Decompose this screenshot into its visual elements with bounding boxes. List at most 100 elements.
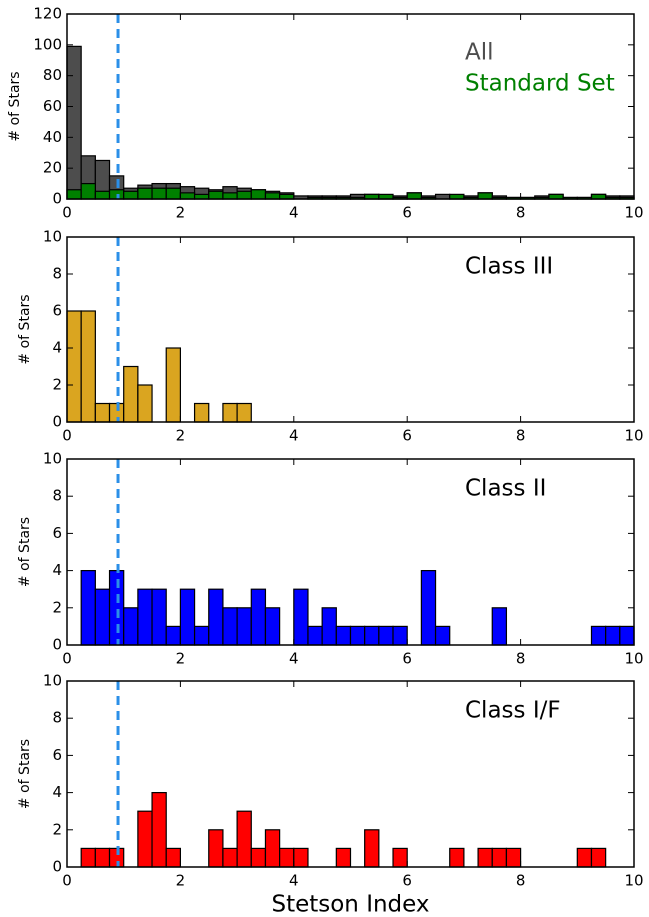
y-axis-label: # of Stars — [7, 71, 23, 141]
x-tick-label: 8 — [516, 872, 526, 890]
x-tick-label: 6 — [402, 650, 412, 668]
bar — [222, 192, 238, 200]
bar — [222, 847, 238, 868]
bar — [406, 192, 422, 200]
x-tick-label: 2 — [176, 427, 186, 445]
y-tick-label: 0 — [52, 636, 62, 654]
panel-title: Class II — [465, 476, 546, 502]
bar — [279, 847, 295, 868]
bar — [434, 625, 451, 646]
bar — [137, 384, 153, 423]
bar — [151, 791, 167, 868]
x-tick-label: 2 — [176, 204, 186, 222]
bar — [80, 310, 96, 423]
bar — [590, 847, 607, 868]
bar — [236, 402, 252, 423]
bar — [179, 588, 196, 646]
bar — [151, 187, 167, 200]
bar — [449, 847, 465, 868]
y-tick-label: 10 — [43, 228, 62, 246]
y-tick-label: 60 — [43, 97, 62, 115]
bar — [151, 588, 167, 646]
x-tick-label: 8 — [516, 427, 526, 445]
bar — [293, 588, 309, 646]
plot-frame — [66, 680, 635, 868]
bar — [123, 190, 139, 200]
bar — [208, 190, 224, 200]
bar — [477, 192, 493, 200]
y-tick-label: 8 — [52, 709, 62, 727]
bar — [123, 365, 139, 423]
bar — [264, 829, 281, 868]
x-tick-label: 6 — [402, 872, 412, 890]
legend-entry: All — [465, 40, 494, 66]
bar — [364, 829, 380, 868]
bar — [378, 625, 394, 646]
y-tick-label: 0 — [52, 413, 62, 431]
panel-title: Class III — [465, 254, 553, 280]
bar — [420, 569, 437, 646]
plot-frame — [66, 13, 635, 200]
bar — [193, 402, 210, 423]
bar — [250, 847, 267, 868]
bar — [165, 347, 182, 423]
bar — [236, 607, 252, 646]
legend-entry: Standard Set — [465, 71, 615, 97]
y-tick-label: 80 — [43, 66, 62, 84]
x-tick-label: 8 — [516, 204, 526, 222]
x-tick-label: 4 — [289, 872, 299, 890]
x-tick-label: 10 — [624, 204, 643, 222]
bar — [94, 847, 111, 868]
bar — [264, 607, 281, 646]
bar — [66, 189, 82, 200]
x-tick-label: 10 — [624, 650, 643, 668]
bar — [392, 625, 408, 646]
x-tick-label: 0 — [62, 204, 72, 222]
bar — [576, 847, 593, 868]
bar — [619, 625, 635, 646]
bar — [505, 847, 522, 868]
bar — [208, 829, 224, 868]
x-tick-label: 0 — [62, 650, 72, 668]
bar — [94, 402, 111, 423]
bar — [236, 190, 252, 200]
bar — [590, 625, 607, 646]
bar — [491, 847, 508, 868]
y-tick-label: 2 — [52, 376, 62, 394]
bar — [477, 847, 493, 868]
y-tick-label: 8 — [52, 487, 62, 505]
bar — [293, 847, 309, 868]
bar — [165, 625, 182, 646]
bar — [80, 569, 96, 646]
panel-title: Class I/F — [465, 698, 561, 724]
plot-frame — [66, 458, 635, 646]
bar — [335, 625, 352, 646]
bar — [364, 625, 380, 646]
y-tick-label: 2 — [52, 820, 62, 838]
bar — [236, 810, 252, 868]
y-tick-label: 8 — [52, 265, 62, 283]
x-tick-label: 4 — [289, 650, 299, 668]
y-tick-label: 0 — [52, 190, 62, 208]
bar — [335, 847, 352, 868]
bar — [222, 402, 238, 423]
x-tick-label: 4 — [289, 427, 299, 445]
plot-frame — [66, 236, 635, 423]
bar — [193, 625, 210, 646]
x-tick-label: 10 — [624, 872, 643, 890]
bar — [491, 607, 508, 646]
y-tick-label: 4 — [52, 783, 62, 801]
bar — [392, 847, 408, 868]
y-tick-label: 10 — [43, 450, 62, 468]
x-tick-label: 8 — [516, 650, 526, 668]
y-tick-label: 6 — [52, 302, 62, 320]
bar — [165, 187, 182, 200]
bar — [222, 607, 238, 646]
bar — [94, 588, 111, 646]
bar — [66, 45, 82, 200]
x-tick-label: 2 — [176, 650, 186, 668]
y-tick-label: 0 — [52, 858, 62, 876]
y-tick-label: 20 — [43, 159, 62, 177]
bar — [250, 189, 267, 200]
